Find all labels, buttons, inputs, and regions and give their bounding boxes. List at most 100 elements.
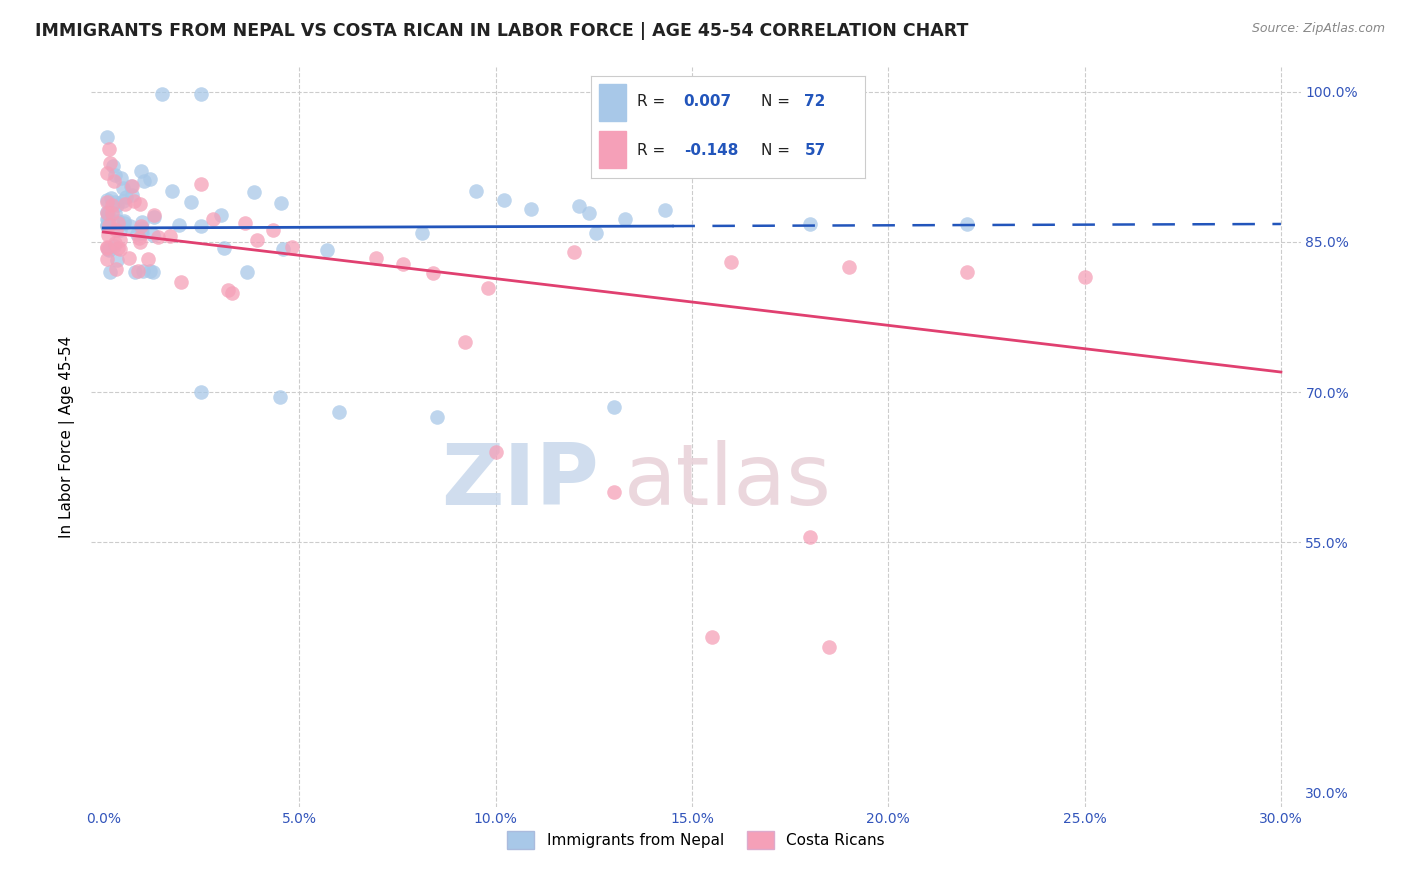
Point: [602, 485, 624, 500]
Point: [107, 216, 129, 230]
Text: atlas: atlas: [623, 440, 831, 523]
Point: [477, 281, 499, 295]
Text: 0.007: 0.007: [683, 95, 733, 110]
Point: [131, 220, 153, 235]
Point: [246, 233, 269, 247]
Point: [97, 142, 120, 156]
Point: [167, 219, 190, 233]
Text: ZIP: ZIP: [441, 440, 599, 523]
Point: [328, 405, 350, 419]
Point: [180, 194, 202, 209]
Legend: Immigrants from Nepal, Costa Ricans: Immigrants from Nepal, Costa Ricans: [501, 825, 891, 855]
Point: [956, 217, 979, 231]
Point: [101, 198, 124, 212]
Point: [190, 385, 212, 400]
Point: [131, 226, 153, 240]
Point: [201, 211, 224, 226]
Point: [613, 212, 636, 227]
Point: [129, 219, 152, 233]
Point: [96, 166, 118, 180]
Point: [97, 243, 120, 257]
Point: [465, 184, 488, 198]
Text: N =: N =: [761, 95, 794, 110]
Point: [150, 87, 173, 101]
Point: [485, 445, 508, 459]
Point: [96, 204, 118, 219]
Point: [217, 283, 239, 297]
Point: [121, 188, 143, 202]
Point: [214, 241, 236, 255]
Point: [129, 163, 152, 178]
Point: [132, 173, 155, 187]
Point: [411, 226, 433, 240]
Point: [96, 218, 118, 232]
Point: [128, 230, 150, 244]
Point: [838, 260, 860, 274]
Point: [364, 251, 387, 265]
Point: [120, 179, 142, 194]
Point: [96, 206, 118, 220]
Point: [262, 223, 284, 237]
Point: [105, 261, 128, 276]
Point: [104, 236, 127, 251]
Point: [107, 214, 129, 228]
Point: [111, 180, 134, 194]
Point: [110, 170, 132, 185]
Point: [129, 197, 152, 211]
Point: [112, 194, 135, 209]
Point: [107, 198, 129, 212]
Point: [520, 202, 543, 216]
Point: [236, 265, 259, 279]
Point: [100, 191, 122, 205]
Point: [148, 230, 170, 244]
Text: Source: ZipAtlas.com: Source: ZipAtlas.com: [1251, 22, 1385, 36]
Point: [105, 253, 128, 268]
Point: [720, 255, 742, 269]
Point: [127, 264, 149, 278]
Point: [190, 219, 212, 233]
Point: [114, 197, 136, 211]
Point: [454, 334, 477, 349]
Point: [121, 178, 143, 193]
Text: R =: R =: [637, 143, 671, 158]
Point: [799, 217, 821, 231]
Point: [422, 266, 444, 280]
Point: [269, 390, 291, 404]
Point: [956, 265, 979, 279]
Point: [131, 215, 153, 229]
Point: [142, 228, 165, 243]
Point: [132, 264, 155, 278]
Point: [122, 194, 145, 209]
Point: [426, 410, 449, 425]
Point: [110, 233, 132, 247]
Point: [700, 630, 723, 644]
Point: [1073, 270, 1095, 285]
Point: [270, 195, 292, 210]
Point: [159, 229, 181, 244]
Point: [128, 235, 150, 249]
Point: [233, 216, 256, 230]
Point: [105, 223, 128, 237]
Point: [142, 265, 165, 279]
Point: [108, 222, 131, 236]
Point: [125, 227, 148, 242]
Point: [170, 275, 193, 289]
Point: [124, 265, 146, 279]
Point: [98, 218, 121, 232]
Point: [101, 159, 124, 173]
Point: [562, 244, 585, 259]
Bar: [599, 131, 626, 168]
Text: IMMIGRANTS FROM NEPAL VS COSTA RICAN IN LABOR FORCE | AGE 45-54 CORRELATION CHAR: IMMIGRANTS FROM NEPAL VS COSTA RICAN IN …: [35, 22, 969, 40]
Point: [103, 239, 125, 253]
Point: [112, 216, 135, 230]
Point: [97, 207, 120, 221]
Point: [96, 219, 118, 234]
Point: [160, 184, 183, 198]
Point: [96, 212, 118, 227]
Point: [242, 185, 264, 199]
Point: [98, 155, 121, 169]
Point: [96, 193, 118, 207]
Point: [273, 243, 295, 257]
Point: [104, 168, 127, 182]
Point: [315, 244, 337, 258]
